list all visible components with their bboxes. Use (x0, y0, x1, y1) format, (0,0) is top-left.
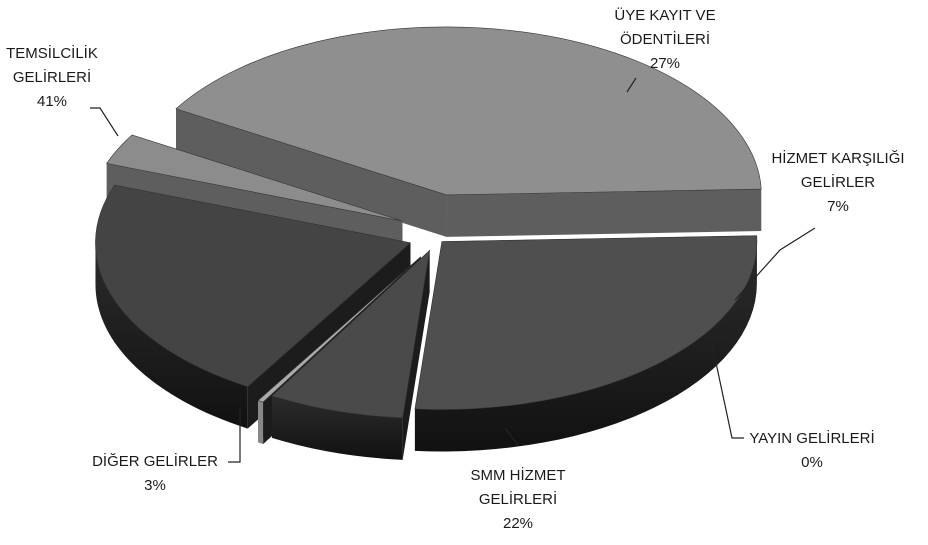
leader-line (734, 227, 816, 301)
slice-percent-label: 22% (503, 515, 533, 532)
pie-slice-face (402, 250, 430, 460)
pie-slice (414, 235, 758, 410)
leader-line (711, 343, 744, 439)
pie-slice-side (95, 242, 248, 429)
slice-name-label: ÖDENTİLERİ (620, 30, 710, 48)
slice-name-label: GELİRLERİ (479, 490, 557, 508)
leader-line (626, 77, 637, 93)
slice-name-label: SMM HİZMET (471, 466, 566, 484)
slice-label: YAYIN GELİRLERİ 0% (749, 429, 874, 471)
pie-slice (95, 184, 412, 387)
slice-label: SMM HİZMET GELİRLERİ 22% (471, 466, 566, 532)
slice-label: TEMSİLCİLİK GELİRLERİ 41% (6, 44, 98, 110)
slice-label: DİĞER GELİRLER 3% (92, 452, 218, 494)
pie-slice-side (414, 241, 757, 452)
slice-name-label: YAYIN GELİRLERİ (749, 429, 874, 447)
slice-label: ÜYE KAYIT VE ÖDENTİLERİ 27% (614, 6, 715, 72)
leader-line (228, 408, 241, 463)
leader-line (90, 107, 119, 137)
slice-name-label: GELİRLERİ (13, 68, 91, 86)
slice-name-label: HİZMET KARŞILIĞI (771, 149, 904, 167)
pie-slice (271, 249, 431, 419)
pie-slice-face (176, 108, 447, 237)
pie-slice (106, 134, 403, 222)
slice-name-label: TEMSİLCİLİK (6, 44, 98, 62)
slice-label: HİZMET KARŞILIĞI GELİRLER 7% (771, 149, 904, 215)
pie-slice-side (258, 400, 264, 445)
slice-name-label: DİĞER GELİRLER (92, 452, 218, 470)
slice-percent-label: 3% (144, 477, 166, 494)
labels-layer: ÜYE KAYIT VE ÖDENTİLERİ 27% HİZMET KARŞILIĞ… (6, 6, 904, 532)
pie-top-layer (95, 26, 762, 419)
pie-slice (175, 26, 762, 196)
pie-slice (257, 256, 421, 403)
slice-percent-label: 41% (37, 93, 67, 110)
slice-percent-label: 0% (801, 454, 823, 471)
slice-name-label: ÜYE KAYIT VE (614, 6, 715, 24)
slice-percent-label: 7% (827, 198, 849, 215)
slice-name-label: GELİRLER (801, 173, 875, 191)
slice-percent-label: 27% (650, 55, 680, 72)
pie-slice-face (446, 189, 762, 237)
leader-line (504, 427, 519, 446)
pie-slice-side (271, 395, 403, 460)
